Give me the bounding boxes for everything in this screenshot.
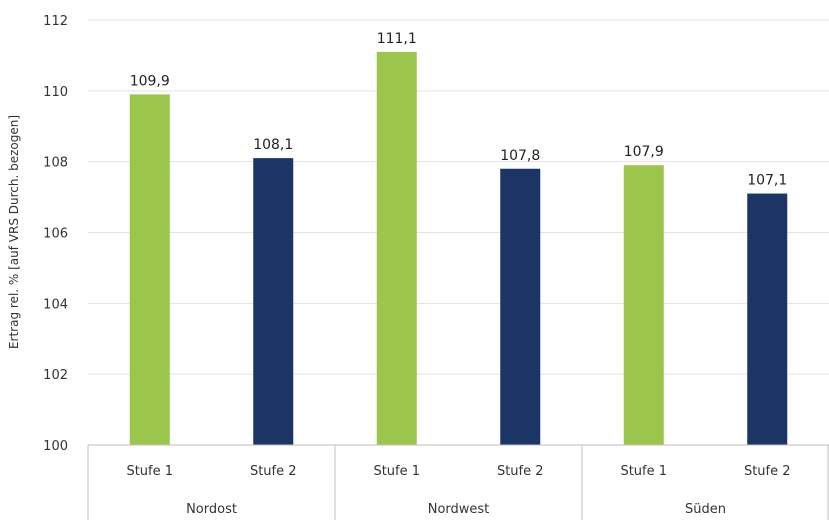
bar	[376, 51, 417, 445]
x-category-label: Stufe 1	[620, 464, 667, 479]
data-label: 107,9	[624, 144, 664, 160]
x-category-label: Stufe 2	[250, 464, 297, 479]
x-category-label: Stufe 1	[126, 464, 173, 479]
data-label: 108,1	[253, 137, 293, 153]
bars: 109,9 108,1 111,1 107,8 107,9 107,1	[129, 31, 788, 446]
x-group-label: Süden	[685, 502, 726, 517]
bar	[747, 193, 788, 445]
x-group-label: Nordost	[186, 502, 237, 517]
y-tick-label: 108	[43, 156, 68, 171]
data-label: 109,9	[130, 73, 170, 89]
bar	[129, 94, 170, 445]
y-tick-label: 102	[43, 368, 68, 383]
x-category-label: Stufe 1	[373, 464, 420, 479]
x-axis: Stufe 1 Stufe 2 Nordost Stufe 1 Stufe 2 Nordw…	[87, 444, 829, 520]
y-tick-label: 110	[43, 85, 68, 100]
y-tick-label: 112	[43, 14, 68, 29]
y-tick-label: 100	[43, 439, 68, 454]
y-axis-title: Ertrag rel. % [auf VRS Durch. bezogen]	[7, 115, 21, 349]
data-label: 107,1	[747, 173, 787, 189]
x-group-label: Nordwest	[428, 502, 490, 517]
y-tick-label: 104	[43, 297, 68, 312]
y-tick-label: 106	[43, 227, 68, 242]
y-axis-ticks: 100 102 104 106 108 110 112	[43, 14, 68, 454]
bar	[500, 168, 541, 445]
x-category-label: Stufe 2	[497, 464, 544, 479]
bar	[253, 158, 294, 445]
grid-lines	[88, 19, 829, 375]
data-label: 111,1	[377, 31, 417, 47]
data-label: 107,8	[500, 148, 540, 164]
x-category-label: Stufe 2	[744, 464, 791, 479]
bar	[623, 165, 664, 446]
